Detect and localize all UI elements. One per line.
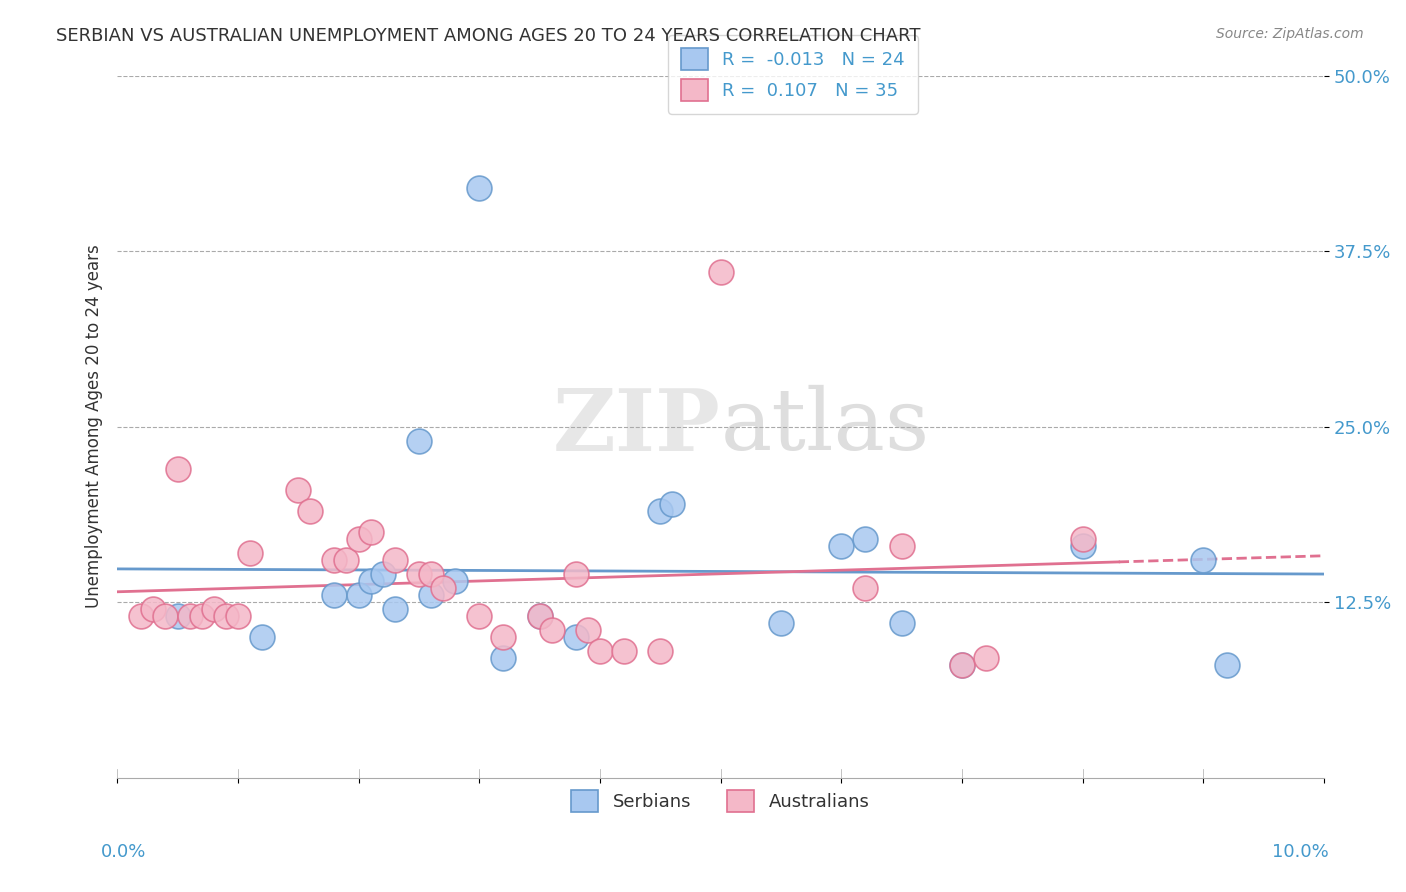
Point [347, 588, 370, 602]
Point [1192, 553, 1215, 567]
Point [650, 504, 672, 518]
Point [408, 434, 430, 448]
Point [239, 546, 262, 560]
Point [166, 609, 188, 624]
Point [287, 483, 309, 497]
Point [142, 602, 165, 616]
Point [769, 616, 792, 631]
Text: atlas: atlas [720, 385, 929, 468]
Text: SERBIAN VS AUSTRALIAN UNEMPLOYMENT AMONG AGES 20 TO 24 YEARS CORRELATION CHART: SERBIAN VS AUSTRALIAN UNEMPLOYMENT AMONG… [56, 27, 921, 45]
Point [323, 553, 346, 567]
Point [890, 539, 912, 553]
Point [890, 616, 912, 631]
Point [853, 532, 876, 546]
Point [468, 609, 491, 624]
Text: 10.0%: 10.0% [1272, 843, 1329, 861]
Point [155, 609, 177, 624]
Y-axis label: Unemployment Among Ages 20 to 24 years: Unemployment Among Ages 20 to 24 years [86, 244, 103, 608]
Point [131, 609, 153, 624]
Text: ZIP: ZIP [553, 384, 720, 468]
Point [564, 630, 586, 644]
Point [564, 566, 586, 581]
Point [250, 630, 273, 644]
Legend: Serbians, Australians: Serbians, Australians [558, 778, 883, 825]
Point [323, 588, 346, 602]
Point [360, 524, 382, 539]
Point [661, 497, 683, 511]
Point [576, 623, 599, 637]
Point [202, 602, 225, 616]
Point [444, 574, 467, 588]
Text: Source: ZipAtlas.com: Source: ZipAtlas.com [1216, 27, 1364, 41]
Point [830, 539, 852, 553]
Point [709, 265, 731, 279]
Point [335, 553, 357, 567]
Point [408, 566, 430, 581]
Point [215, 609, 238, 624]
Point [492, 651, 515, 665]
Point [1071, 539, 1094, 553]
Point [950, 658, 973, 673]
Text: 0.0%: 0.0% [101, 843, 146, 861]
Point [179, 609, 201, 624]
Point [1071, 532, 1094, 546]
Point [540, 623, 562, 637]
Point [384, 553, 406, 567]
Point [650, 644, 672, 658]
Point [419, 588, 441, 602]
Point [419, 566, 441, 581]
Point [190, 609, 212, 624]
Point [1216, 658, 1239, 673]
Point [166, 461, 188, 475]
Point [347, 532, 370, 546]
Point [589, 644, 612, 658]
Point [384, 602, 406, 616]
Point [613, 644, 636, 658]
Point [974, 651, 997, 665]
Point [529, 609, 551, 624]
Point [360, 574, 382, 588]
Point [853, 581, 876, 595]
Point [492, 630, 515, 644]
Point [432, 581, 454, 595]
Point [529, 609, 551, 624]
Point [468, 181, 491, 195]
Point [950, 658, 973, 673]
Point [299, 504, 322, 518]
Point [226, 609, 249, 624]
Point [371, 566, 394, 581]
